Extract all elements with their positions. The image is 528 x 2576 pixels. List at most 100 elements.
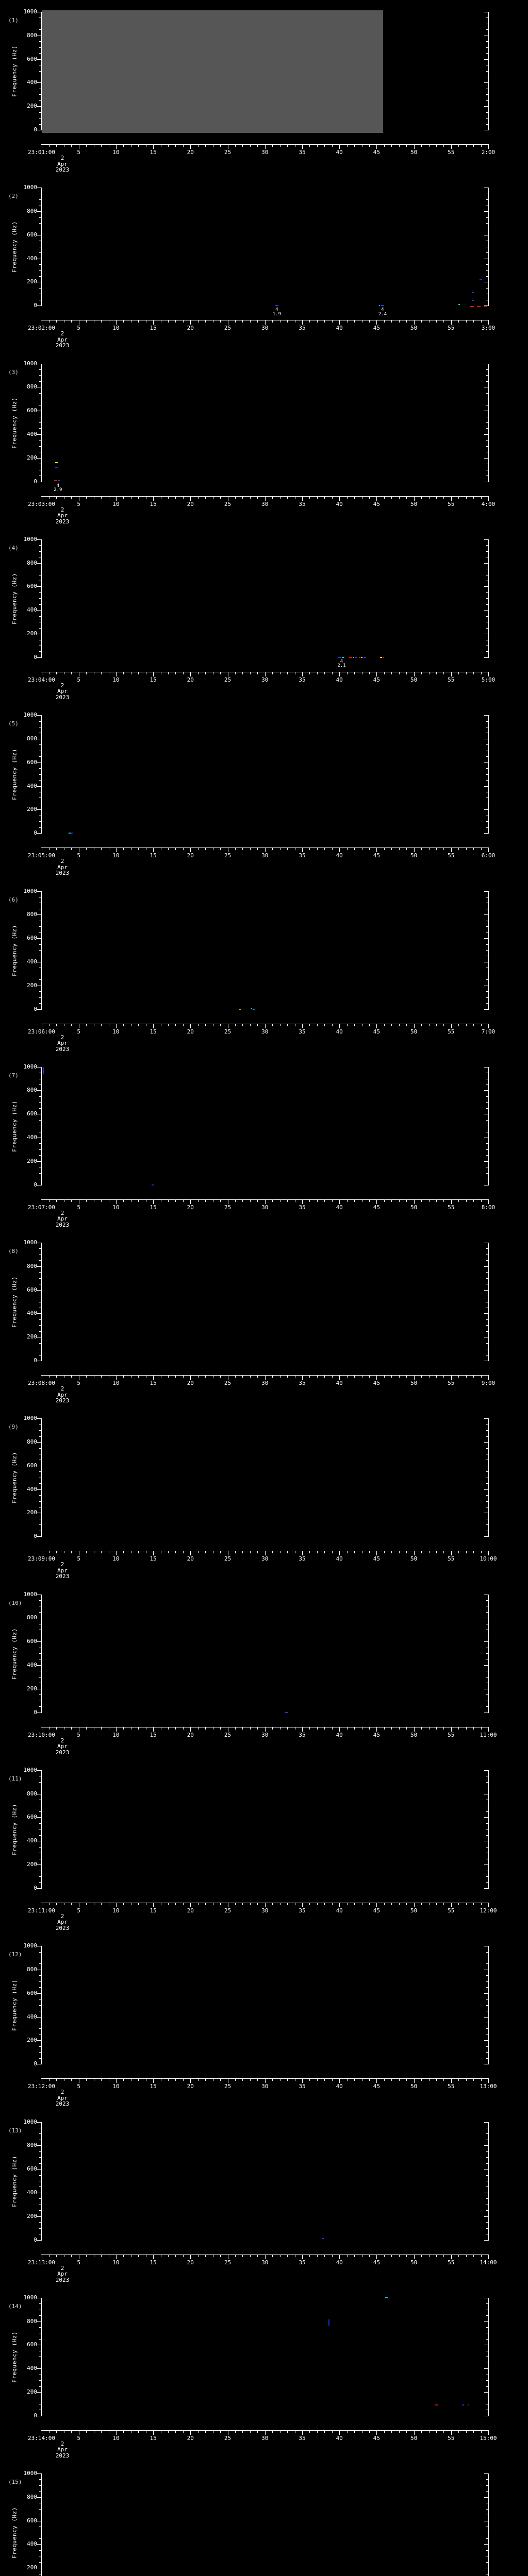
x-major-tick xyxy=(116,1199,117,1204)
right-minor-tick xyxy=(486,1272,488,1273)
x-major-tick xyxy=(153,1551,154,1556)
x-minor-tick xyxy=(71,1024,72,1026)
right-minor-tick xyxy=(486,1260,488,1261)
y-minor-tick xyxy=(39,1975,41,1976)
x-tick-label: 10 xyxy=(112,2083,120,2090)
x-tick-label: 25 xyxy=(224,1555,232,1563)
y-major-tick xyxy=(37,1888,41,1889)
right-minor-tick xyxy=(486,2315,488,2316)
x-tick-label: 10 xyxy=(112,852,120,859)
y-major-tick xyxy=(37,106,41,107)
x-minor-tick xyxy=(324,672,325,674)
y-minor-tick xyxy=(39,926,41,927)
y-axis-line xyxy=(41,2122,42,2241)
x-minor-tick xyxy=(235,1727,236,1730)
y-minor-tick xyxy=(39,2151,41,2152)
x-minor-tick xyxy=(183,1551,184,1554)
x-minor-tick xyxy=(272,1551,273,1554)
x-minor-tick xyxy=(123,2430,124,2433)
y-major-tick xyxy=(37,2392,41,2393)
right-minor-tick xyxy=(486,94,488,95)
right-minor-tick xyxy=(486,774,488,775)
right-minor-tick xyxy=(486,1448,488,1449)
right-major-tick xyxy=(484,914,488,916)
x-major-tick xyxy=(153,2079,154,2083)
x-minor-tick xyxy=(346,2079,348,2081)
right-major-tick xyxy=(484,809,488,810)
x-major-tick xyxy=(339,2430,340,2435)
x-minor-tick xyxy=(406,145,407,147)
panel-index-label: (7) xyxy=(8,1072,19,1079)
x-minor-tick xyxy=(257,145,258,147)
detection-marker-red xyxy=(483,306,487,308)
x-minor-tick xyxy=(436,496,437,499)
x-minor-tick xyxy=(473,1376,474,1378)
x-major-tick xyxy=(265,1903,266,1907)
x-minor-tick xyxy=(205,320,206,323)
x-minor-tick xyxy=(101,1376,102,1378)
x-minor-tick xyxy=(48,145,50,147)
x-minor-tick xyxy=(317,320,318,323)
x-minor-tick xyxy=(71,320,72,323)
x-minor-tick xyxy=(138,1551,139,1554)
x-major-tick xyxy=(376,496,377,501)
y-major-tick xyxy=(37,715,41,716)
x-minor-tick xyxy=(287,1551,288,1554)
right-minor-tick xyxy=(486,276,488,277)
x-minor-tick xyxy=(101,672,102,674)
x-minor-tick xyxy=(309,1376,310,1378)
detection-label: 4 2.4 xyxy=(378,308,387,316)
y-major-tick xyxy=(37,59,41,60)
y-tick-label: 400 xyxy=(27,2189,37,2196)
detection-label-line: 4 xyxy=(340,658,343,664)
detection-label-line: 2.1 xyxy=(337,663,346,669)
date-line: Apr xyxy=(57,2094,68,2102)
x-minor-tick xyxy=(384,672,385,674)
y-minor-tick xyxy=(39,1952,41,1953)
x-minor-tick xyxy=(458,2430,459,2433)
x-minor-tick xyxy=(436,145,437,147)
right-minor-tick xyxy=(486,1331,488,1332)
x-minor-tick xyxy=(436,1727,437,1730)
x-major-tick xyxy=(376,2255,377,2259)
x-minor-tick xyxy=(317,1551,318,1554)
right-minor-tick xyxy=(486,651,488,652)
x-minor-tick xyxy=(458,848,459,851)
y-minor-tick xyxy=(39,991,41,992)
y-minor-tick xyxy=(39,1325,41,1326)
x-minor-tick xyxy=(235,2079,236,2081)
x-minor-tick xyxy=(428,145,430,147)
spectrogram-panel-1: 0 200 400 600 800 1000 23:01:00 5 10 15 20 25 30 35 40… xyxy=(0,0,528,176)
x-tick-label: 50 xyxy=(410,1028,418,1035)
x-tick-label: 20 xyxy=(187,2083,194,2090)
x-major-tick xyxy=(265,1376,266,1380)
date-line: 2 xyxy=(60,2440,64,2447)
x-minor-tick xyxy=(197,1551,199,1554)
right-minor-tick xyxy=(486,780,488,781)
x-minor-tick xyxy=(481,145,482,147)
x-minor-tick xyxy=(332,672,333,674)
y-tick-label: 0 xyxy=(34,2412,37,2419)
x-tick-label: 45 xyxy=(373,676,381,683)
spectrogram-panel-12: 0 200 400 600 800 1000 23:12:00 5 10 15 20 25 30 35 40… xyxy=(0,1934,528,2110)
x-minor-tick xyxy=(346,2255,348,2257)
x-minor-tick xyxy=(101,145,102,147)
right-minor-tick xyxy=(486,1975,488,1976)
y-minor-tick xyxy=(39,756,41,757)
y-tick-label: 600 xyxy=(27,1110,37,1117)
x-minor-tick xyxy=(317,2255,318,2257)
x-minor-tick xyxy=(101,2255,102,2257)
x-tick-label: 25 xyxy=(224,2083,232,2090)
x-minor-tick xyxy=(183,1727,184,1730)
right-minor-tick xyxy=(486,1495,488,1496)
y-minor-tick xyxy=(39,1260,41,1261)
x-minor-tick xyxy=(354,1727,355,1730)
x-minor-tick xyxy=(391,2079,392,2081)
x-tick-label: 10 xyxy=(112,2259,120,2266)
x-minor-tick xyxy=(309,2430,310,2433)
x-tick-label: 20 xyxy=(187,1204,194,1211)
x-axis-date: 2 Apr 2023 xyxy=(56,2089,70,2107)
y-minor-tick xyxy=(39,2380,41,2381)
y-tick-label: 200 xyxy=(27,2037,37,2044)
x-major-tick xyxy=(153,145,154,149)
